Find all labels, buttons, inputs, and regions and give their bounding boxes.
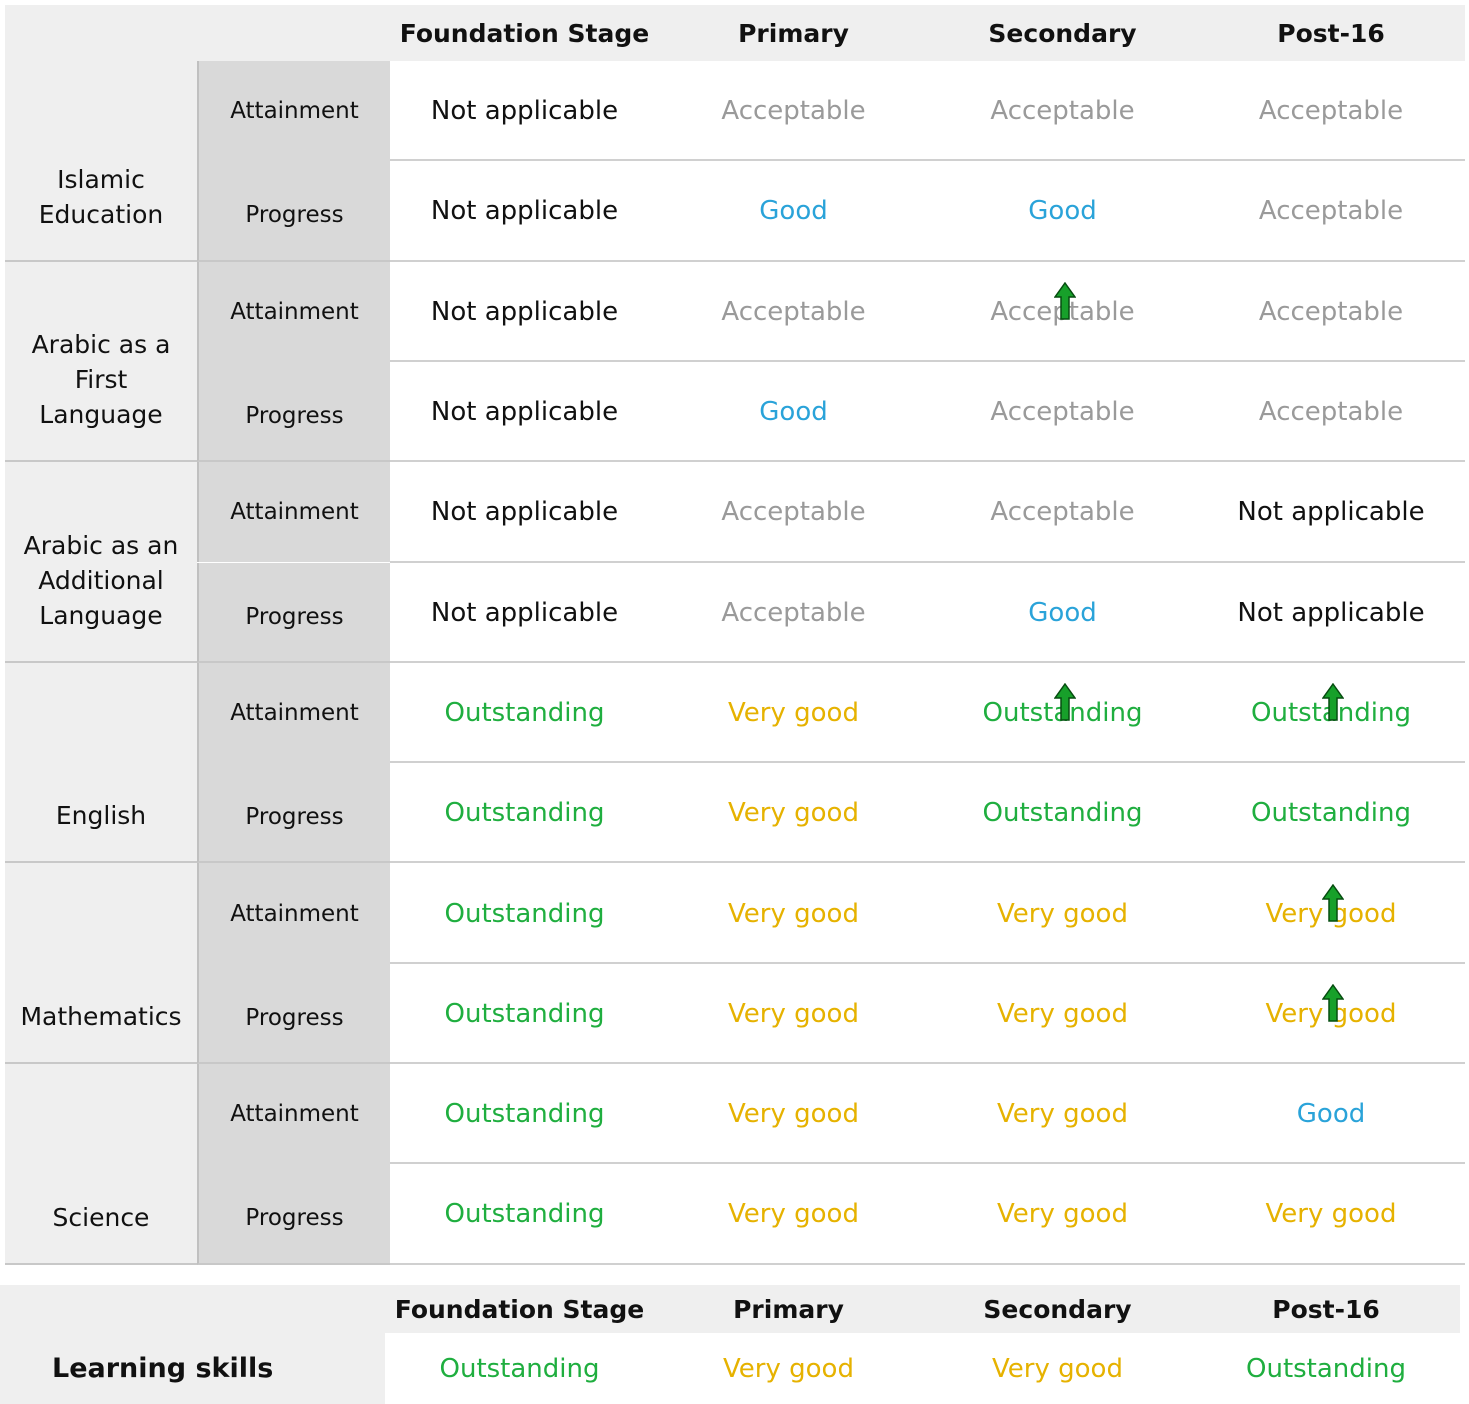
measure-cell: Progress: [197, 161, 390, 262]
subject-cell: Science: [5, 1064, 197, 1265]
subject-cell: English: [5, 662, 197, 864]
grade-cell: Very good: [997, 898, 1128, 929]
row-line: [390, 359, 1465, 362]
measure-cell: Progress: [197, 361, 390, 463]
subject-cell: Mathematics: [5, 863, 197, 1064]
measure-cell: Attainment: [197, 462, 390, 563]
grade-cell: Acceptable: [721, 597, 866, 628]
measure-cell: Progress: [197, 963, 390, 1064]
grade-cell: Acceptable: [721, 497, 866, 528]
grade-cell: Very good: [1197, 863, 1465, 963]
grade-cell: Outstanding: [444, 898, 605, 929]
grade-cell: Good: [759, 397, 828, 428]
grade-cell: Outstanding: [982, 798, 1143, 829]
grade-cell: Outstanding: [444, 697, 605, 728]
column-header: Post-16: [1277, 18, 1385, 48]
column-header: Foundation Stage: [394, 1294, 645, 1324]
grade-cell: Very good: [728, 998, 859, 1029]
row-line: [390, 460, 1465, 463]
grade-cell: Acceptable: [1258, 196, 1404, 227]
measure-cell: Progress: [197, 763, 390, 864]
column-header: Post-16: [1272, 1294, 1380, 1324]
header-bg: [0, 1285, 1460, 1333]
grade-cell: Not applicable: [430, 397, 619, 428]
grade-cell: Very good: [997, 998, 1128, 1029]
grade-cell: Good: [1028, 597, 1097, 628]
measure-cell: Attainment: [197, 61, 390, 162]
grade-cell: Not applicable: [430, 497, 619, 528]
grade-cell: Very good: [997, 1199, 1128, 1230]
subject-cell: Islamic Education: [5, 61, 197, 262]
grade-cell: Acceptable: [1258, 96, 1404, 127]
row-line: [390, 560, 1465, 563]
measure-cell: Progress: [197, 1164, 390, 1265]
grade-cell: Not applicable: [1237, 497, 1425, 528]
grade-cell: Outstanding: [928, 663, 1197, 763]
grade-cell: Not applicable: [430, 597, 619, 628]
improvement-arrow: [1053, 682, 1076, 721]
measure-cell: Attainment: [197, 261, 390, 362]
grade-cell: Outstanding: [444, 998, 605, 1029]
grade-cell: Outstanding: [1197, 663, 1465, 763]
improvement-arrow: [1322, 682, 1344, 721]
grade-cell: Acceptable: [721, 96, 866, 127]
grade-cell: Very good: [728, 697, 859, 728]
grade-cell: Very good: [1197, 964, 1465, 1064]
row-line: [390, 761, 1465, 764]
row-line: [390, 1162, 1465, 1165]
grade-cell: Very good: [997, 1099, 1128, 1130]
column-header: Primary: [733, 1294, 844, 1324]
grade-cell: Not applicable: [1237, 597, 1425, 628]
grade-cell: Good: [1028, 196, 1097, 227]
grade-cell: Acceptable: [1258, 296, 1404, 327]
grade-cell: Outstanding: [444, 798, 605, 829]
grade-cell: Not applicable: [430, 296, 619, 327]
grade-cell: Acceptable: [990, 397, 1135, 428]
grade-cell: Good: [759, 196, 828, 227]
grade-cell: Outstanding: [444, 1099, 605, 1130]
grade-cell: Acceptable: [990, 497, 1135, 528]
grade-cell: Outstanding: [1246, 1353, 1406, 1384]
row-line: [390, 1062, 1465, 1064]
column-header: Secondary: [988, 18, 1137, 48]
header-bg: [5, 5, 1465, 61]
grade-cell: Not applicable: [430, 196, 619, 227]
improvement-arrow: [1322, 883, 1344, 922]
grade-cell: Very good: [1265, 1199, 1397, 1230]
grade-cell: Very good: [728, 898, 859, 929]
grade-cell: Not applicable: [430, 96, 619, 127]
column-header: Foundation Stage: [399, 18, 650, 48]
grade-cell: Outstanding: [444, 1199, 605, 1230]
row-label: Learning skills: [0, 1333, 385, 1404]
row-line: [390, 660, 1465, 663]
measure-cell: Attainment: [197, 662, 390, 764]
improvement-arrow: [1053, 281, 1076, 320]
column-header: Secondary: [983, 1294, 1132, 1324]
grade-cell: Very good: [728, 798, 859, 829]
grade-cell: Acceptable: [721, 296, 866, 327]
grade-cell: Very good: [728, 1099, 859, 1130]
grade-cell: Very good: [723, 1353, 854, 1384]
row-line: [390, 1262, 1465, 1265]
measure-cell: Attainment: [197, 1064, 390, 1165]
grade-cell: Acceptable: [990, 96, 1135, 127]
grade-cell: Very good: [992, 1353, 1123, 1384]
column-header: Primary: [738, 18, 849, 48]
grade-cell: Acceptable: [1258, 397, 1404, 428]
grade-cell: Outstanding: [439, 1353, 600, 1384]
improvement-arrow: [1322, 983, 1344, 1022]
grade-cell: Acceptable: [928, 262, 1197, 362]
subject-cell: Arabic as an Additional Language: [5, 462, 197, 663]
measure-cell: Attainment: [197, 863, 390, 964]
row-line: [390, 861, 1465, 864]
grade-cell: Outstanding: [1251, 798, 1411, 829]
grade-cell: Good: [1296, 1099, 1366, 1130]
subject-cell: Arabic as a First Language: [5, 261, 197, 463]
row-line: [390, 259, 1465, 262]
row-line: [390, 159, 1465, 162]
grade-cell: Very good: [728, 1199, 859, 1230]
row-line: [390, 961, 1465, 964]
measure-cell: Progress: [197, 562, 390, 663]
